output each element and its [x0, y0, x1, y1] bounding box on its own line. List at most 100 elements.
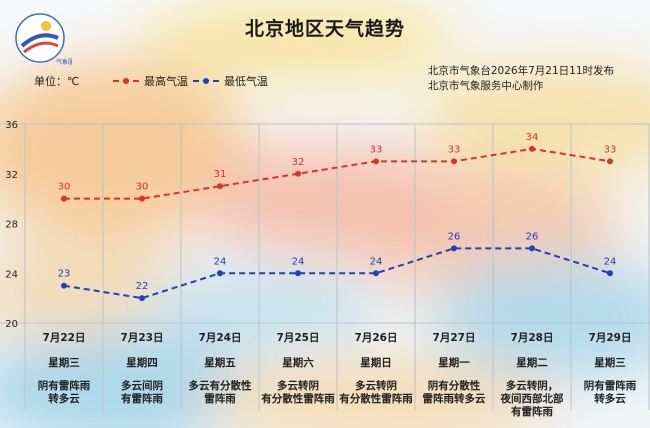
- y-tick-label: 32: [5, 170, 18, 181]
- day-column: 7月25日星期六多云转阴 有分散性雷阵雨: [259, 330, 337, 406]
- legend-low: 最低气温: [193, 73, 268, 89]
- legend-high: 最高气温: [113, 73, 188, 89]
- day-column: 7月28日星期二多云转阴， 夜间西部北部 有雷阵雨: [493, 330, 571, 419]
- day-column: 7月26日星期日多云转阴 有分散性雷阵雨: [337, 330, 415, 406]
- data-label: 33: [370, 144, 383, 155]
- day-column: 7月27日星期一阴有分散性 雷阵雨转多云: [415, 330, 493, 406]
- data-label: 33: [448, 144, 461, 155]
- series-line-low: [63, 247, 611, 300]
- data-label: 24: [604, 256, 617, 267]
- weather-description-line: 雷阵雨: [204, 393, 236, 405]
- day-column: 7月22日星期三阴有雷阵雨 转多云: [25, 330, 103, 406]
- data-label: 30: [136, 182, 149, 193]
- weather-description: 阴有分散性 雷阵雨转多云: [415, 380, 493, 406]
- legend-low-swatch: [193, 76, 219, 86]
- weekday-label: 星期一: [438, 357, 470, 369]
- weather-description-line: 多云有分散性: [188, 380, 252, 392]
- legend-high-swatch: [113, 76, 139, 86]
- weather-description: 多云间阴 有雷阵雨: [103, 380, 181, 406]
- data-label: 24: [292, 256, 305, 267]
- data-point: [295, 270, 301, 277]
- weather-description-line: 转多云: [48, 393, 80, 405]
- x-tick-date: 7月24日: [198, 332, 242, 344]
- weather-description: 多云转阴 有分散性雷阵雨: [259, 380, 337, 406]
- issuer-info: 北京市气象台2026年7月21日11时发布 北京市气象服务中心制作: [428, 64, 614, 94]
- y-tick-label: 24: [5, 269, 18, 280]
- data-point: [451, 158, 457, 165]
- data-label: 26: [526, 231, 539, 242]
- issuer-line-1: 北京市气象台2026年7月21日11时发布: [427, 65, 614, 77]
- x-tick-date: 7月22日: [42, 332, 86, 344]
- x-tick-date: 7月25日: [276, 332, 320, 344]
- weather-description-line: 有雷阵雨: [121, 393, 163, 405]
- data-label: 22: [136, 281, 149, 292]
- data-label: 24: [214, 256, 227, 267]
- page-title: 北京地区天气趋势: [244, 18, 405, 40]
- weekday-label: 星期六: [282, 357, 314, 369]
- weather-description: 多云有分散性 雷阵雨: [181, 380, 259, 406]
- weather-description-line: 有雷阵雨: [511, 406, 553, 418]
- day-column: 7月29日星期三阴有雷阵雨 转多云: [571, 330, 649, 406]
- y-tick-label: 20: [5, 319, 18, 330]
- day-column: 7月23日星期四多云间阴 有雷阵雨: [103, 330, 181, 406]
- data-label: 34: [526, 132, 539, 143]
- data-point: [451, 245, 457, 252]
- data-point: [373, 158, 379, 165]
- data-point: [217, 270, 223, 277]
- day-column: 7月24日星期五多云有分散性 雷阵雨: [181, 330, 259, 406]
- weather-description-line: 转多云: [594, 393, 626, 405]
- weather-description: 多云转阴 有分散性雷阵雨: [337, 380, 415, 406]
- data-point: [529, 145, 535, 152]
- weekday-label: 星期四: [126, 357, 158, 369]
- x-tick-date: 7月26日: [354, 332, 398, 344]
- y-tick-label: 28: [5, 220, 18, 231]
- data-label: 33: [604, 144, 617, 155]
- weekday-label: 星期三: [48, 357, 80, 369]
- weather-description: 阴有雷阵雨 转多云: [571, 380, 649, 406]
- weather-description-line: 夜间西部北部: [500, 393, 564, 405]
- weather-description-line: 阴有分散性: [427, 380, 481, 392]
- data-point: [217, 183, 223, 190]
- legend-high-label: 最高气温: [144, 75, 188, 88]
- weather-description-line: 有分散性雷阵雨: [261, 393, 335, 405]
- data-point: [139, 295, 145, 302]
- x-tick-date: 7月27日: [432, 332, 476, 344]
- weather-description-line: 多云转阴: [355, 380, 397, 392]
- data-point: [607, 270, 613, 277]
- x-tick-date: 7月28日: [510, 332, 554, 344]
- weekday-label: 星期五: [204, 357, 236, 369]
- weather-description-line: 雷阵雨转多云: [422, 393, 486, 405]
- weather-description-line: 阴有雷阵雨: [583, 380, 637, 392]
- weather-service-logo-icon: 气象服务: [15, 13, 72, 66]
- data-point: [295, 170, 301, 177]
- data-point: [139, 195, 145, 202]
- data-label: 23: [58, 269, 71, 280]
- weekday-label: 星期日: [360, 357, 392, 369]
- x-tick-date: 7月23日: [120, 332, 164, 344]
- x-tick-date: 7月29日: [588, 332, 632, 344]
- series-line-high: [64, 147, 611, 200]
- data-point: [61, 195, 67, 202]
- weather-description-line: 多云转阴: [277, 380, 319, 392]
- unit-label: 单位：℃: [34, 75, 80, 88]
- weather-description-line: 多云转阴，: [505, 380, 559, 392]
- weather-description: 阴有雷阵雨 转多云: [25, 380, 103, 406]
- weekday-label: 星期三: [594, 357, 626, 369]
- data-point: [373, 270, 379, 277]
- weekday-label: 星期二: [516, 357, 548, 369]
- svg-text:气象服务: 气象服务: [56, 58, 72, 66]
- weather-description-line: 阴有雷阵雨: [37, 380, 91, 392]
- data-label: 30: [58, 182, 71, 193]
- data-label: 24: [370, 256, 383, 267]
- data-label: 26: [448, 231, 461, 242]
- data-label: 31: [214, 169, 227, 180]
- y-tick-label: 36: [5, 120, 18, 131]
- issuer-line-2: 北京市气象服务中心制作: [427, 80, 544, 92]
- legend-low-label: 最低气温: [224, 75, 268, 88]
- weather-description-line: 有分散性雷阵雨: [339, 393, 413, 405]
- data-point: [61, 282, 67, 289]
- weather-description-line: 多云间阴: [121, 380, 163, 392]
